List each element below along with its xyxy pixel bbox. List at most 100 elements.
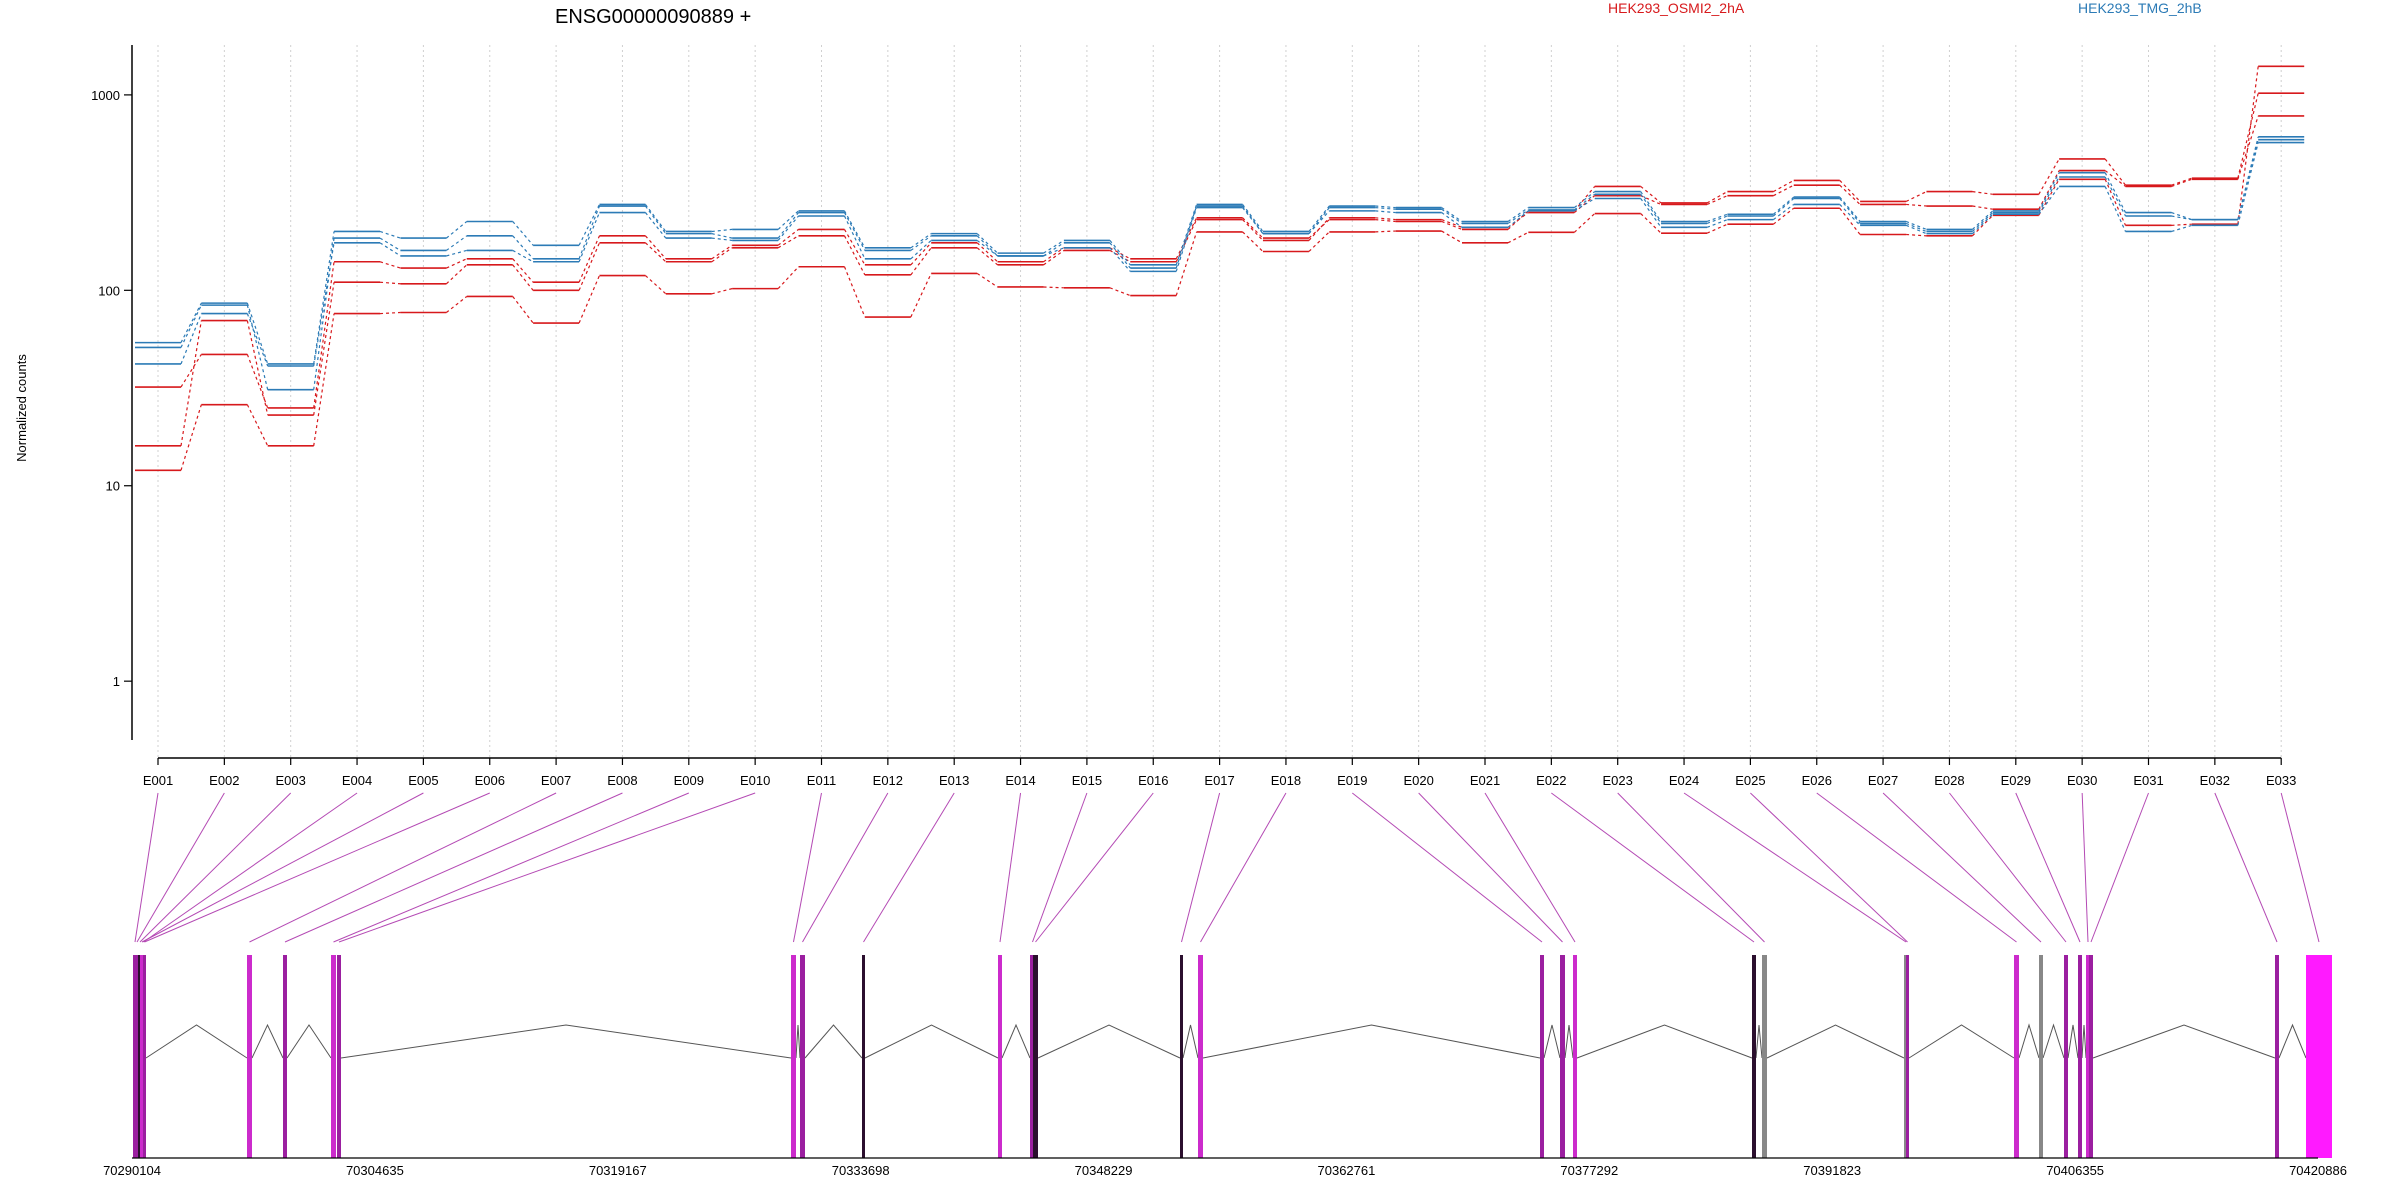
exon-label: E017 xyxy=(1204,773,1234,788)
series-2-connector xyxy=(2171,223,2192,226)
series-2-connector xyxy=(711,288,733,295)
series-5-connector xyxy=(1905,224,1927,235)
intron-arc xyxy=(1576,1024,1753,1059)
series-5-connector xyxy=(2171,224,2193,233)
exon-label: E032 xyxy=(2200,773,2230,788)
series-1-connector xyxy=(843,235,866,276)
legend-osmi2: HEK293_OSMI2_2hA xyxy=(1608,0,1745,16)
axes: 1 10 100 1000 xyxy=(91,45,2282,765)
intron-arc xyxy=(1564,1024,1574,1059)
series-5-connector xyxy=(910,239,932,260)
series-5-connector xyxy=(1839,204,1861,226)
exon-box xyxy=(143,955,146,1158)
exon-label: E028 xyxy=(1934,773,1964,788)
exon-label: E020 xyxy=(1403,773,1433,788)
exon-connectors xyxy=(134,792,2320,943)
exon-box xyxy=(283,955,287,1158)
exon-connector xyxy=(136,792,225,943)
series-3-connector xyxy=(976,233,998,254)
intron-arc xyxy=(804,1024,863,1059)
coordinate-label: 70377292 xyxy=(1560,1163,1618,1178)
series-0-connector xyxy=(910,242,932,266)
exon-label: E024 xyxy=(1669,773,1699,788)
coordinate-label: 70362761 xyxy=(1318,1163,1376,1178)
series-4-connector xyxy=(843,212,866,251)
exon-label: E016 xyxy=(1138,773,1168,788)
series-5-connector xyxy=(2237,142,2259,226)
exon-connector xyxy=(802,792,889,943)
series-4-connector xyxy=(1706,215,1728,224)
intron-arc xyxy=(864,1024,999,1059)
series-5-connector xyxy=(1972,213,1994,235)
series-3-connector xyxy=(1640,191,1662,222)
exon-connector xyxy=(333,792,689,943)
exon-connector xyxy=(1181,792,1221,943)
series-1-connector xyxy=(1773,184,1795,197)
series-2-connector xyxy=(1375,230,1396,233)
series-0-connector xyxy=(2171,177,2193,186)
exon-connector xyxy=(284,792,623,943)
exon-label: E009 xyxy=(674,773,704,788)
exon-label: E010 xyxy=(740,773,770,788)
coordinate-label: 70406355 xyxy=(2046,1163,2104,1178)
series-4-connector xyxy=(976,235,998,257)
exon-label: E007 xyxy=(541,773,571,788)
exon-box xyxy=(2089,955,2093,1158)
series-4-connector xyxy=(2104,176,2127,217)
coordinate-label: 70319167 xyxy=(589,1163,647,1178)
exon-label: E005 xyxy=(408,773,438,788)
exon-label: E012 xyxy=(873,773,903,788)
series-1-connector xyxy=(246,320,269,416)
exon-label: E015 xyxy=(1072,773,1102,788)
exon-connector xyxy=(249,792,557,943)
exon-box xyxy=(2086,955,2090,1158)
intron-arc xyxy=(145,1024,248,1059)
series-3-connector xyxy=(578,204,600,246)
coordinate-label: 70348229 xyxy=(1075,1163,1133,1178)
series-2-connector xyxy=(2104,179,2127,226)
intron-arc xyxy=(1766,1024,1905,1059)
exon-label: E011 xyxy=(807,773,836,788)
exon-label: E002 xyxy=(209,773,239,788)
series-5-connector xyxy=(1308,210,1330,235)
series-5-connector xyxy=(1175,207,1198,272)
series-0-connector xyxy=(777,228,799,246)
exon-label: E001 xyxy=(143,773,173,788)
coordinate-label: 70333698 xyxy=(832,1163,890,1178)
exon-connector xyxy=(999,792,1022,943)
series-3-connector xyxy=(379,230,401,239)
exon-connector xyxy=(144,792,490,943)
series-5-connector xyxy=(246,313,269,367)
series-5-connector xyxy=(711,237,733,242)
series-5-connector xyxy=(578,212,601,262)
series-0-connector xyxy=(1905,191,1927,202)
exon-label: E027 xyxy=(1868,773,1898,788)
series-4-connector xyxy=(180,304,202,348)
series-1-connector xyxy=(1507,212,1529,228)
series-0-connector xyxy=(1441,220,1463,230)
exon-label: E023 xyxy=(1603,773,1633,788)
series-1-connector xyxy=(1043,249,1065,266)
series-3-connector xyxy=(1109,240,1131,266)
series-0-connector xyxy=(1706,191,1728,204)
exon-box xyxy=(1030,955,1035,1158)
series-2-connector xyxy=(1573,213,1596,233)
series-1-connector xyxy=(1706,195,1728,206)
series-lines xyxy=(135,65,2305,472)
series-4-connector xyxy=(446,235,468,251)
series-3-connector xyxy=(446,221,468,239)
y-tick-label: 100 xyxy=(98,283,120,298)
series-0-connector xyxy=(1109,247,1131,260)
series-1-connector xyxy=(1441,219,1463,228)
series-0-connector xyxy=(976,242,998,263)
series-3-connector xyxy=(1839,196,1861,222)
series-2-connector xyxy=(446,296,468,313)
y-tick-label: 10 xyxy=(106,479,120,494)
series-0-connector xyxy=(180,354,202,388)
series-4-connector xyxy=(512,235,534,260)
exon-connector xyxy=(134,792,159,943)
exon-box xyxy=(800,955,805,1158)
intron-arc xyxy=(1037,1024,1181,1059)
exon-box xyxy=(2306,955,2332,1158)
series-4-connector xyxy=(1573,193,1596,211)
